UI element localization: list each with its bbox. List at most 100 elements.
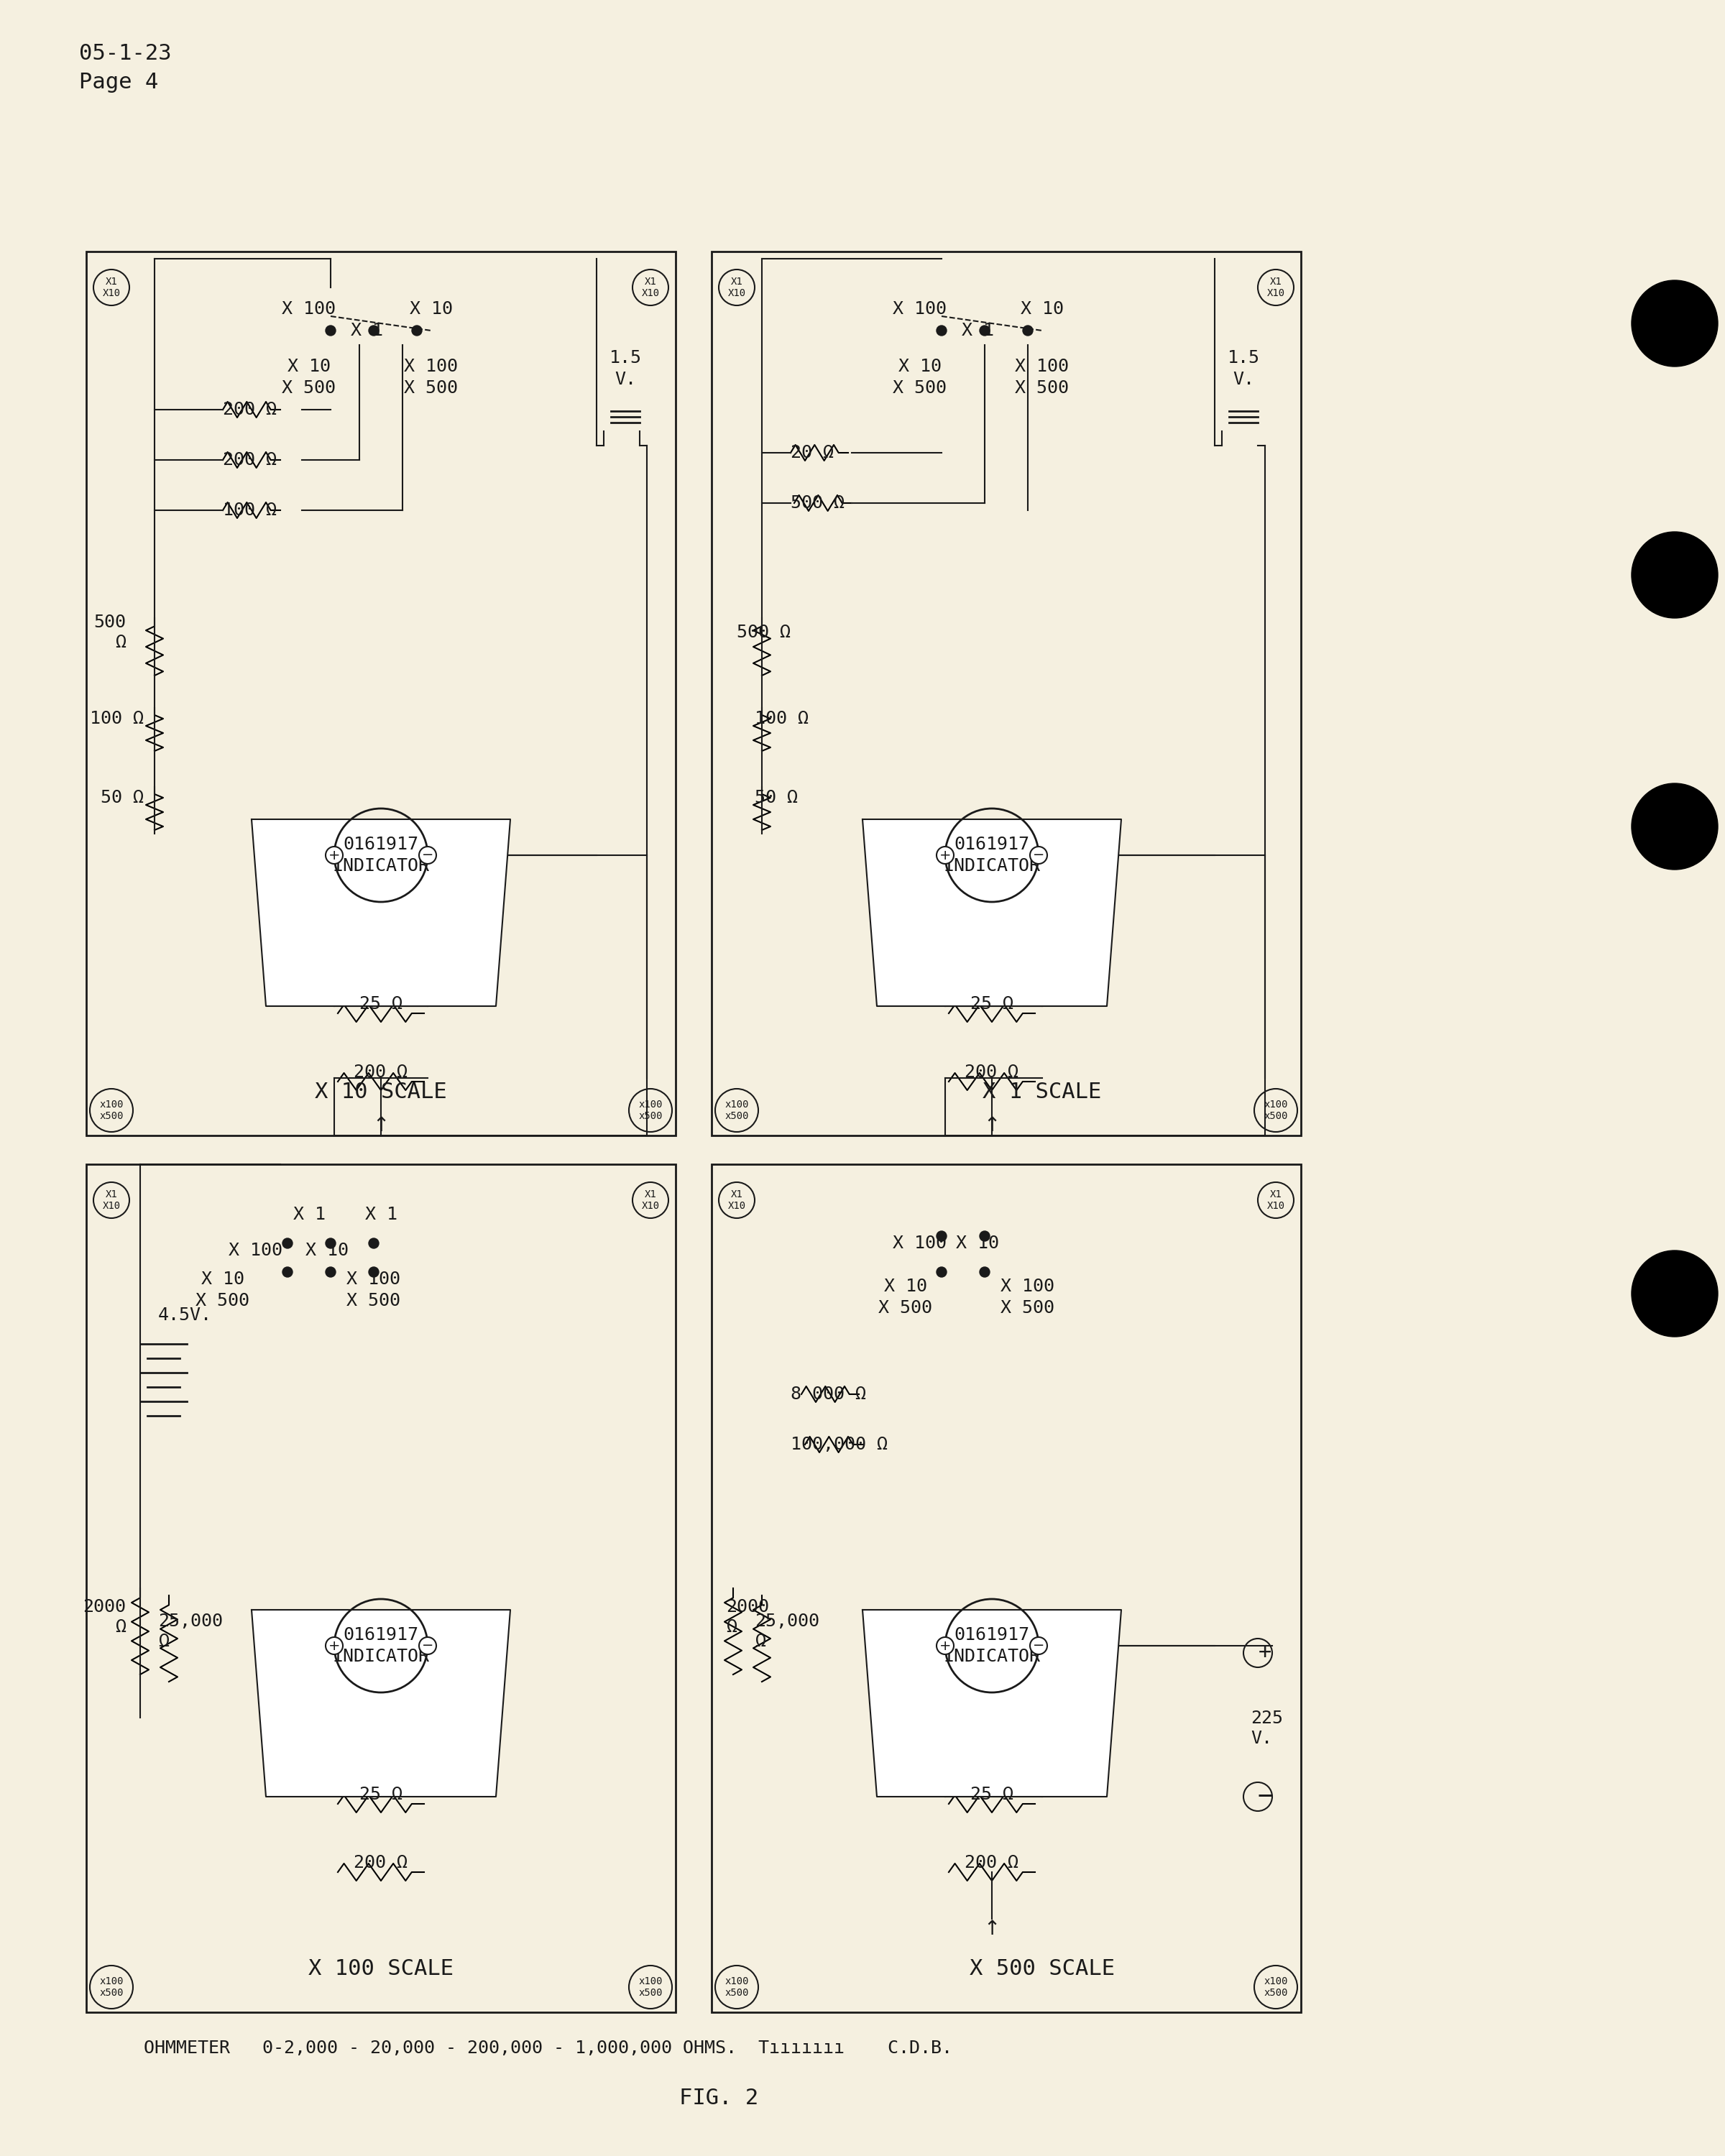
Text: INDICATOR: INDICATOR — [944, 1647, 1040, 1664]
Text: 0161917: 0161917 — [343, 1626, 419, 1643]
Text: ↑: ↑ — [373, 1115, 390, 1136]
Circle shape — [1030, 1636, 1047, 1654]
Text: X 1 SCALE: X 1 SCALE — [983, 1082, 1102, 1104]
Text: −: − — [423, 1639, 433, 1651]
Circle shape — [980, 1231, 990, 1242]
Text: 200 Ω: 200 Ω — [964, 1854, 1019, 1871]
Text: X 1: X 1 — [364, 1205, 397, 1222]
Text: X 10: X 10 — [899, 358, 942, 375]
Text: 500 Ω: 500 Ω — [737, 623, 790, 640]
Text: V.: V. — [1233, 371, 1254, 388]
Circle shape — [283, 1268, 293, 1276]
Circle shape — [980, 326, 990, 336]
Text: 05-1-23: 05-1-23 — [79, 43, 171, 65]
Circle shape — [326, 326, 336, 336]
Text: X 100: X 100 — [894, 300, 947, 317]
Text: +: + — [938, 849, 950, 862]
Text: x100
x500: x100 x500 — [100, 1100, 124, 1121]
Text: X 1: X 1 — [293, 1205, 326, 1222]
Text: X 100: X 100 — [347, 1270, 400, 1287]
Text: 25 Ω: 25 Ω — [359, 1785, 402, 1802]
Text: +: + — [938, 1639, 950, 1651]
Text: X 100: X 100 — [228, 1242, 283, 1259]
Text: 1.5: 1.5 — [1226, 349, 1259, 367]
Circle shape — [1632, 280, 1718, 367]
Text: −: − — [1258, 1785, 1273, 1809]
Text: X 100: X 100 — [1016, 358, 1070, 375]
Text: x100
x500: x100 x500 — [724, 1100, 749, 1121]
Text: X1
X10: X1 X10 — [1266, 276, 1285, 298]
Text: 200 Ω: 200 Ω — [354, 1854, 407, 1871]
Circle shape — [419, 1636, 436, 1654]
Text: 0161917: 0161917 — [343, 837, 419, 854]
Text: X 10: X 10 — [885, 1279, 928, 1296]
Circle shape — [937, 1231, 947, 1242]
Text: X1
X10: X1 X10 — [728, 1190, 745, 1212]
Text: x100
x500: x100 x500 — [1264, 1100, 1289, 1121]
Text: 25,000
Ω: 25,000 Ω — [159, 1613, 223, 1649]
Text: X 500: X 500 — [404, 379, 459, 397]
Text: X 500: X 500 — [894, 379, 947, 397]
Text: X 100: X 100 — [1000, 1279, 1054, 1296]
Text: x100
x500: x100 x500 — [1264, 1977, 1289, 1999]
Text: 2000
Ω: 2000 Ω — [726, 1598, 769, 1636]
Text: 4.5V.: 4.5V. — [159, 1307, 212, 1324]
Text: X 1: X 1 — [350, 321, 383, 338]
Text: X 500: X 500 — [283, 379, 336, 397]
Text: INDICATOR: INDICATOR — [333, 1647, 430, 1664]
Circle shape — [369, 326, 380, 336]
Text: X 100: X 100 — [404, 358, 459, 375]
Polygon shape — [252, 819, 511, 1007]
Circle shape — [369, 1238, 380, 1248]
Bar — [712, 252, 1301, 1136]
Text: X 500 SCALE: X 500 SCALE — [969, 1958, 1114, 1979]
Text: X 100: X 100 — [283, 300, 336, 317]
Circle shape — [369, 1268, 380, 1276]
Text: X 1: X 1 — [961, 321, 994, 338]
Bar — [86, 1164, 676, 2012]
Text: x100
x500: x100 x500 — [638, 1977, 662, 1999]
Text: X1
X10: X1 X10 — [642, 1190, 659, 1212]
Text: V.: V. — [614, 371, 637, 388]
Text: +: + — [328, 849, 340, 862]
Circle shape — [326, 1636, 343, 1654]
Circle shape — [1023, 326, 1033, 336]
Circle shape — [937, 326, 947, 336]
Text: 0161917: 0161917 — [954, 837, 1030, 854]
Text: −: − — [1033, 1639, 1044, 1651]
Text: 500 Ω: 500 Ω — [790, 494, 845, 511]
Polygon shape — [862, 1611, 1121, 1796]
Text: ↑: ↑ — [983, 1919, 1000, 1938]
Text: X 500: X 500 — [1016, 379, 1070, 397]
Circle shape — [1632, 1250, 1718, 1337]
Text: X 500: X 500 — [197, 1291, 250, 1309]
Text: INDICATOR: INDICATOR — [944, 858, 1040, 875]
Circle shape — [937, 1268, 947, 1276]
Text: X 500: X 500 — [347, 1291, 400, 1309]
Bar — [712, 1164, 1301, 2012]
Circle shape — [283, 1238, 293, 1248]
Circle shape — [937, 847, 954, 865]
Text: 100 Ω: 100 Ω — [223, 502, 276, 520]
Circle shape — [1632, 533, 1718, 619]
Text: 200 Ω: 200 Ω — [223, 401, 276, 418]
Text: 20 Ω: 20 Ω — [790, 444, 833, 461]
Text: 100,000 Ω: 100,000 Ω — [790, 1436, 888, 1453]
Text: x100
x500: x100 x500 — [724, 1977, 749, 1999]
Circle shape — [1030, 847, 1047, 865]
Text: X1
X10: X1 X10 — [102, 1190, 121, 1212]
Text: 100 Ω: 100 Ω — [90, 709, 143, 727]
Text: x100
x500: x100 x500 — [100, 1977, 124, 1999]
Circle shape — [937, 1636, 954, 1654]
Text: X1
X10: X1 X10 — [642, 276, 659, 298]
Text: X 500: X 500 — [1000, 1300, 1054, 1317]
Text: ↑: ↑ — [983, 1115, 1000, 1136]
Text: X 10 SCALE: X 10 SCALE — [316, 1082, 447, 1104]
Text: −: − — [1033, 849, 1044, 862]
Circle shape — [326, 847, 343, 865]
Text: X 500: X 500 — [878, 1300, 933, 1317]
Text: +: + — [1259, 1643, 1271, 1664]
Text: 200 Ω: 200 Ω — [354, 1063, 407, 1080]
Text: 200 Ω: 200 Ω — [223, 451, 276, 468]
Text: +: + — [328, 1639, 340, 1651]
